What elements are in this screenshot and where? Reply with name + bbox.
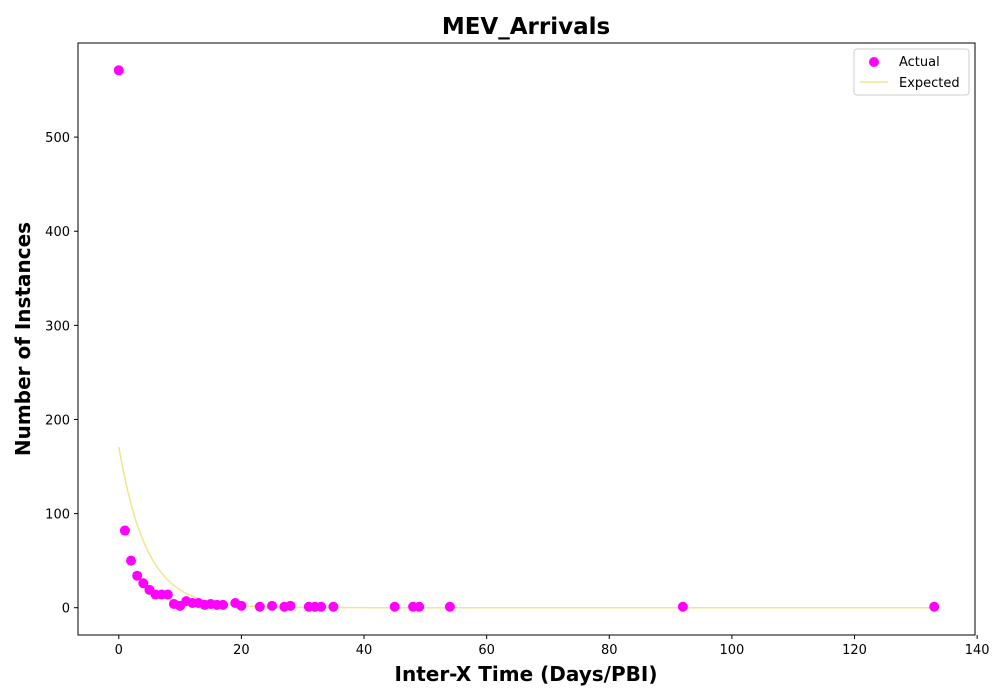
y-tick-label: 100 <box>45 508 70 523</box>
actual-data-point <box>132 570 143 581</box>
axes-frame <box>77 42 976 636</box>
actual-data-point <box>444 601 455 612</box>
x-tick-label: 40 <box>356 643 373 658</box>
chart-title: MEV_Arrivals <box>442 14 610 40</box>
legend-expected-label: Expected <box>899 76 960 91</box>
y-tick-label: 0 <box>62 602 70 617</box>
actual-data-point <box>218 599 228 610</box>
actual-data-point <box>162 589 173 600</box>
actual-data-point <box>267 600 278 611</box>
x-axis-ticks: 0 20 40 60 80 100 120 140 <box>115 635 990 658</box>
x-tick-label: 120 <box>842 643 867 658</box>
x-tick-label: 20 <box>233 643 250 658</box>
actual-data-point <box>929 601 940 612</box>
y-axis-label: Number of Instances <box>11 222 35 456</box>
actual-data-point <box>138 578 149 589</box>
actual-data-point <box>119 525 130 536</box>
x-tick-label: 100 <box>719 643 744 658</box>
actual-data-point <box>236 600 247 611</box>
y-tick-label: 300 <box>45 319 70 334</box>
y-tick-label: 500 <box>45 131 70 146</box>
actual-data-point <box>316 601 327 612</box>
x-tick-label: 60 <box>478 643 495 658</box>
actual-data-point <box>126 555 137 566</box>
y-axis-ticks: 0 100 200 300 400 500 <box>45 131 78 617</box>
x-tick-label: 140 <box>965 643 990 658</box>
actual-data-point <box>254 601 265 612</box>
actual-data-point <box>677 601 688 612</box>
y-tick-label: 200 <box>45 413 70 428</box>
legend-actual-marker <box>869 57 879 67</box>
actual-data-point <box>414 601 425 612</box>
x-axis-label: Inter-X Time (Days/PBI) <box>395 662 658 686</box>
legend: Actual Expected <box>853 48 970 96</box>
plot-area <box>113 65 940 612</box>
actual-data-point <box>328 601 339 612</box>
legend-box <box>853 48 970 96</box>
expected-line-layer <box>118 446 935 609</box>
actual-data-point <box>113 65 124 76</box>
actual-points-layer <box>113 65 940 612</box>
actual-data-point <box>389 601 400 612</box>
x-tick-label: 80 <box>601 643 618 658</box>
actual-data-point <box>285 600 296 611</box>
x-tick-label: 0 <box>115 643 123 658</box>
legend-actual-label: Actual <box>899 55 940 70</box>
expected-series-line <box>118 446 935 609</box>
y-tick-label: 400 <box>45 225 70 240</box>
